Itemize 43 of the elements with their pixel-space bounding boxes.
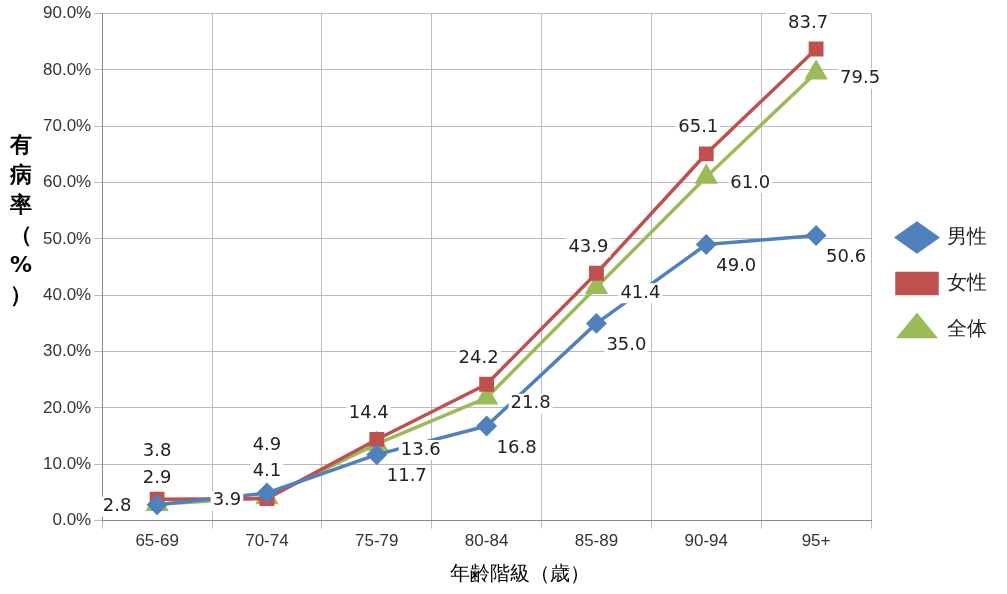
legend-label: 女性 (947, 271, 987, 294)
data-label: 61.0 (730, 170, 771, 192)
y-tick-label: 0.0% (52, 510, 92, 530)
y-tick-label: 50.0% (43, 228, 92, 248)
data-label: 21.8 (510, 391, 551, 413)
y-tick-label: 20.0% (43, 397, 92, 417)
data-label: 65.1 (678, 115, 719, 137)
y-tick-label: 10.0% (43, 453, 92, 473)
data-label: 79.5 (840, 66, 881, 88)
y-axis-title: 有病率（%） (8, 131, 33, 309)
x-tick-label: 80-84 (464, 531, 509, 551)
y-tick-label: 70.0% (43, 115, 92, 135)
data-label: 11.7 (386, 464, 427, 486)
data-label: 3.9 (212, 488, 242, 510)
data-label: 14.4 (348, 401, 389, 423)
x-tick-label: 75-79 (355, 531, 399, 551)
data-label: 16.8 (496, 435, 537, 457)
y-tick-label: 60.0% (43, 172, 92, 192)
x-tick-label: 70-74 (245, 531, 289, 551)
legend-label: 全体 (947, 317, 987, 340)
data-label: 83.7 (788, 10, 829, 32)
x-tick-label: 95+ (801, 531, 831, 551)
y-tick-label: 80.0% (43, 59, 92, 79)
data-label: 4.1 (252, 459, 282, 481)
data-label: 50.6 (826, 245, 867, 267)
data-label: 24.2 (458, 345, 499, 367)
y-tick-label: 30.0% (43, 341, 92, 361)
x-tick-label: 65-69 (135, 531, 179, 551)
data-label: 13.6 (400, 437, 441, 459)
data-label: 3.8 (142, 438, 172, 460)
x-axis-title: 年齢階級（歳） (449, 560, 591, 587)
legend-label: 男性 (947, 225, 987, 248)
data-label: 2.8 (102, 494, 132, 516)
y-tick-label: 90.0% (43, 3, 92, 23)
data-label: 41.4 (620, 281, 661, 303)
y-tick-label: 40.0% (43, 284, 92, 304)
x-tick-label: 85-89 (574, 531, 619, 551)
data-label: 49.0 (716, 254, 757, 276)
x-tick-label: 90-94 (684, 531, 728, 551)
data-label: 4.9 (252, 432, 282, 454)
data-label: 43.9 (568, 234, 609, 256)
data-label: 35.0 (606, 333, 647, 355)
data-label: 2.9 (142, 465, 172, 487)
